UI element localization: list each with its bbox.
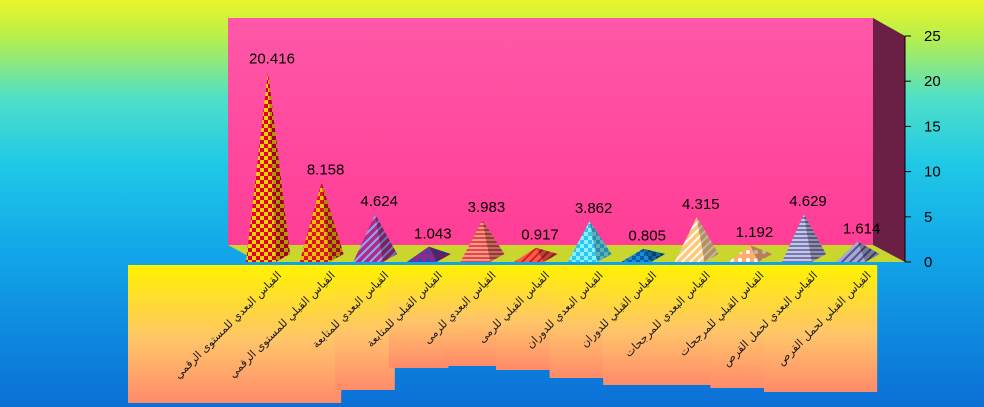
pyramid-side-face — [804, 214, 826, 262]
data-label: 1.614 — [843, 220, 881, 237]
pyramid-front-face — [782, 214, 812, 262]
pyramid-side-face — [321, 182, 344, 262]
pyramid-front-face — [728, 245, 759, 262]
pyramid-side-shade — [589, 221, 612, 262]
y-tick-label: 0 — [924, 254, 932, 271]
pyramid-bar — [728, 245, 773, 262]
pyramid-side-shade — [804, 214, 826, 262]
data-labels: 20.416 8.158 4.624 1.043 3.983 0.917 3.862 0.80… — [249, 50, 880, 244]
pyramid-side-shade — [857, 241, 880, 262]
pyramid-bar — [299, 182, 344, 262]
category-band-block — [335, 265, 395, 390]
plot-back-wall — [228, 18, 873, 245]
data-label: 20.416 — [249, 50, 295, 67]
y-tick-label: 10 — [924, 164, 941, 181]
data-label: 4.624 — [360, 193, 398, 210]
pyramid-side-shade — [321, 182, 344, 262]
pyramid-bar — [567, 221, 612, 262]
category-band-block — [764, 265, 824, 392]
pyramid-bar — [782, 214, 826, 262]
pyramid-bar — [406, 246, 451, 262]
category-band-block — [817, 265, 878, 392]
y-tick-label: 5 — [924, 209, 932, 226]
pyramid-side-face — [375, 214, 398, 262]
pyramid-bar — [621, 248, 666, 262]
pyramid-front-face — [406, 246, 437, 262]
data-label: 1.043 — [414, 226, 452, 243]
y-tick-label: 25 — [924, 28, 941, 45]
category-band-block — [496, 265, 556, 370]
category-band-block — [442, 265, 502, 366]
pyramid-side-shade — [268, 71, 290, 262]
data-label: 8.158 — [307, 161, 345, 178]
pyramid-series — [246, 71, 880, 262]
pyramid-front-face — [835, 241, 866, 262]
pyramid-bar — [246, 71, 290, 262]
pyramid-side-shade — [482, 219, 505, 262]
pyramid-side-face — [428, 246, 451, 262]
pyramid-bar — [460, 219, 505, 262]
pyramid-side-face — [482, 219, 505, 262]
pyramid-bar — [514, 247, 558, 262]
pyramid-side-face — [589, 221, 612, 262]
pyramid-front-face — [514, 247, 544, 262]
y-axis-ticks: 0 5 10 15 20 25 — [905, 28, 941, 271]
pyramid-front-face — [621, 248, 651, 262]
category-band-block — [710, 265, 770, 388]
data-label: 4.629 — [789, 193, 827, 210]
pyramid-bar — [353, 214, 398, 262]
pyramid-bar — [674, 216, 719, 262]
pyramid-side-face — [536, 247, 558, 262]
data-label: 0.917 — [521, 227, 559, 244]
category-band-block — [603, 265, 663, 385]
side-wall — [873, 18, 905, 262]
pyramid-side-shade — [428, 246, 451, 262]
pyramid-side-face — [750, 245, 773, 262]
pyramid-side-face — [643, 248, 666, 262]
data-label: 0.805 — [628, 228, 666, 245]
data-label: 1.192 — [736, 224, 774, 241]
category-band-block — [656, 265, 717, 385]
pyramid-front-face — [299, 182, 330, 262]
pyramid-side-face — [857, 241, 880, 262]
pyramid-side-shade — [750, 245, 773, 262]
pyramid-front-face — [567, 221, 598, 262]
pyramid-side-shade — [643, 248, 666, 262]
pyramid-bar — [835, 241, 880, 262]
data-label: 3.983 — [468, 199, 506, 216]
pyramid-side-shade — [536, 247, 558, 262]
category-band-block — [388, 265, 449, 368]
pyramid-front-face — [353, 214, 383, 262]
pyramid-side-face — [268, 71, 290, 262]
category-band-block — [128, 265, 288, 403]
category-band-block — [281, 265, 342, 403]
pyramid-front-face — [246, 71, 276, 262]
data-label: 4.315 — [682, 196, 720, 213]
pyramid-side-face — [696, 216, 719, 262]
pyramid-side-shade — [696, 216, 719, 262]
pyramid-front-face — [674, 216, 705, 262]
y-tick-label: 20 — [924, 73, 941, 90]
category-band-block — [549, 265, 610, 378]
pyramid-side-shade — [375, 214, 398, 262]
data-label: 3.862 — [575, 200, 613, 217]
y-tick-label: 15 — [924, 118, 941, 135]
pyramid-front-face — [460, 219, 491, 262]
